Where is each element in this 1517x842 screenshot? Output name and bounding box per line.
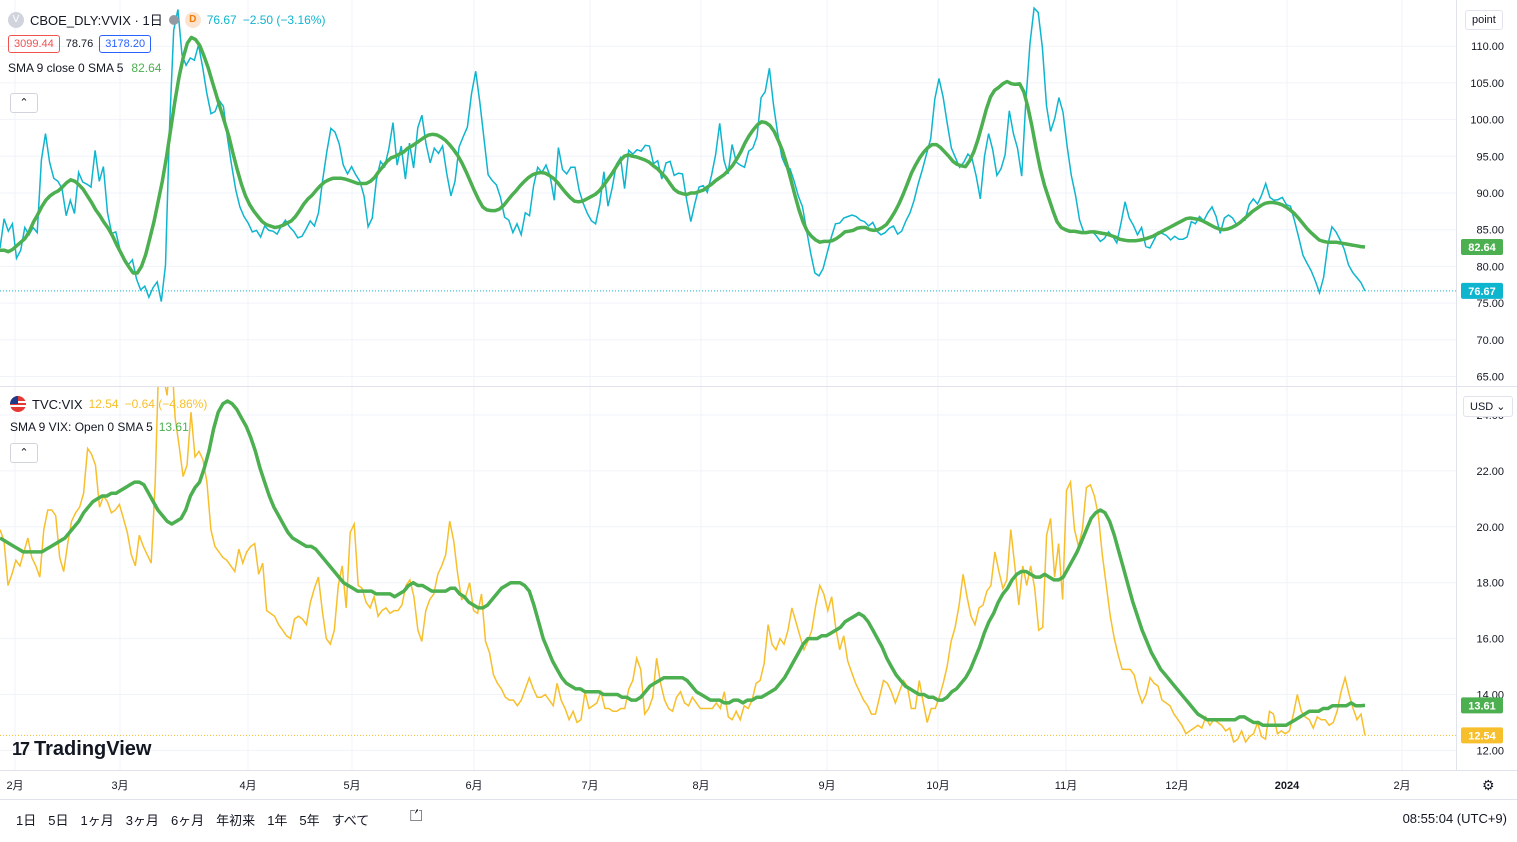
x-tick-label: 6月 <box>465 780 482 792</box>
currency-button[interactable]: USD ⌄ <box>1463 396 1513 417</box>
calendar-range-icon[interactable]: ⏍ <box>410 808 423 825</box>
vix-sma-series[interactable] <box>0 399 1366 728</box>
range-selector: 1日 5日 1ヶ月 3ヶ月 6ヶ月 年初来 1年 5年 すべて <box>10 810 375 829</box>
us-flag-icon <box>10 396 26 412</box>
x-tick-label: 3月 <box>111 780 128 792</box>
y-tick-label: 22.00 <box>1476 466 1504 478</box>
vix-sma-last-label-bg <box>1461 697 1503 714</box>
y-tick-label: 20.00 <box>1476 522 1504 534</box>
currency-label: USD <box>1470 401 1494 413</box>
vix-sma-last-label: 13.61 <box>1468 700 1496 712</box>
vix-indicator-name[interactable]: SMA 9 VIX: Open 0 SMA 5 <box>10 420 153 434</box>
vix-price-last-label-bg <box>1461 727 1503 744</box>
timezone-clock[interactable]: 08:55:04 (UTC+9) <box>1402 811 1507 826</box>
y-tick-label: 95.00 <box>1476 151 1504 163</box>
x-tick-label: 2月 <box>6 780 23 792</box>
x-tick-label: 2月 <box>1393 780 1410 792</box>
vvix-price-last-label: 76.67 <box>1468 286 1496 298</box>
x-tick-label: 7月 <box>581 780 598 792</box>
y-tick-label: 85.00 <box>1476 225 1504 237</box>
vvix-indicator-value: 82.64 <box>131 61 162 75</box>
market-status-icon[interactable] <box>168 14 179 25</box>
delayed-data-flag[interactable]: D <box>184 11 201 28</box>
bottom-toolbar: 1日 5日 1ヶ月 3ヶ月 6ヶ月 年初来 1年 5年 すべて ⏍ 08:55:04 (UTC+… <box>0 799 1517 838</box>
x-tick-label: 11月 <box>1055 780 1077 792</box>
range-button-8[interactable]: すべて <box>331 813 370 828</box>
y-tick-label: 110.00 <box>1471 41 1504 53</box>
x-tick-label: 12月 <box>1165 780 1188 792</box>
vix-legend: TVC:VIX 12.54 −0.64 (−4.86%) SMA 9 VIX: … <box>10 396 207 434</box>
vvix-legend: V CBOE_DLY:VVIX · 1日 D 76.67 −2.50 (−3.1… <box>8 10 325 75</box>
x-tick-label: 2024 <box>1275 780 1300 792</box>
tradingview-logo: 17 TradingView <box>12 738 151 761</box>
y-tick-label: 105.00 <box>1470 78 1504 90</box>
range-button-0[interactable]: 1日 <box>16 813 37 828</box>
tradingview-logo-icon: 17 <box>12 739 30 759</box>
sell-button[interactable]: 3099.44 <box>8 35 60 53</box>
gear-icon[interactable]: ⚙ <box>1482 777 1495 793</box>
range-button-6[interactable]: 1年 <box>267 813 288 828</box>
vvix-sma-series[interactable] <box>0 35 1366 275</box>
collapse-legend-button[interactable]: ⌃ <box>10 93 38 113</box>
range-button-2[interactable]: 1ヶ月 <box>80 813 114 828</box>
chevron-down-icon: ⌄ <box>1496 401 1506 413</box>
chart-background <box>0 0 1517 799</box>
x-tick-label: 8月 <box>692 780 709 792</box>
y-tick-label: 18.00 <box>1476 578 1504 590</box>
x-tick-label: 9月 <box>818 780 835 792</box>
range-button-4[interactable]: 6ヶ月 <box>170 813 205 828</box>
source-logo-icon: V <box>8 11 24 28</box>
vix-indicator-value: 13.61 <box>158 420 189 434</box>
y-tick-label: 12.00 <box>1476 745 1504 757</box>
vvix-last-price: 76.67 <box>206 12 237 27</box>
x-tick-label: 4月 <box>239 780 256 792</box>
scale-mode-button[interactable]: point <box>1465 10 1503 30</box>
y-tick-label: 70.00 <box>1476 335 1504 347</box>
y-tick-label: 65.00 <box>1476 371 1504 383</box>
y-tick-label: 80.00 <box>1476 261 1504 273</box>
vix-last-price: 12.54 <box>88 397 119 411</box>
vvix-indicator-name[interactable]: SMA 9 close 0 SMA 5 <box>8 61 124 75</box>
logo-text: TradingView <box>34 738 152 760</box>
y-tick-label: 75.00 <box>1476 298 1504 310</box>
x-tick-label: 10月 <box>926 780 949 792</box>
y-tick-label: 90.00 <box>1476 188 1504 200</box>
vix-change: −0.64 (−4.86%) <box>124 397 208 411</box>
vix-price-series[interactable] <box>0 345 1366 744</box>
buy-button[interactable]: 3178.20 <box>99 35 152 53</box>
y-tick-label: 100.00 <box>1470 115 1504 127</box>
y-tick-label: 16.00 <box>1476 634 1504 646</box>
x-tick-label: 5月 <box>343 780 360 792</box>
range-button-7[interactable]: 5年 <box>299 813 320 828</box>
vix-price-last-label: 12.54 <box>1468 730 1496 742</box>
range-button-5[interactable]: 年初来 <box>216 813 256 828</box>
collapse-legend-button[interactable]: ⌃ <box>10 443 38 463</box>
vvix-price-last-label-bg <box>1461 282 1503 299</box>
range-button-1[interactable]: 5日 <box>48 813 69 828</box>
spread-value: 78.76 <box>65 38 94 50</box>
vvix-change: −2.50 (−3.16%) <box>242 12 326 27</box>
vix-symbol[interactable]: TVC:VIX <box>32 396 83 412</box>
range-button-3[interactable]: 3ヶ月 <box>125 813 159 828</box>
vvix-sma-last-label-bg <box>1461 239 1503 256</box>
vvix-sma-last-label: 82.64 <box>1468 242 1496 254</box>
vvix-symbol[interactable]: CBOE_DLY:VVIX · 1日 <box>30 13 163 28</box>
